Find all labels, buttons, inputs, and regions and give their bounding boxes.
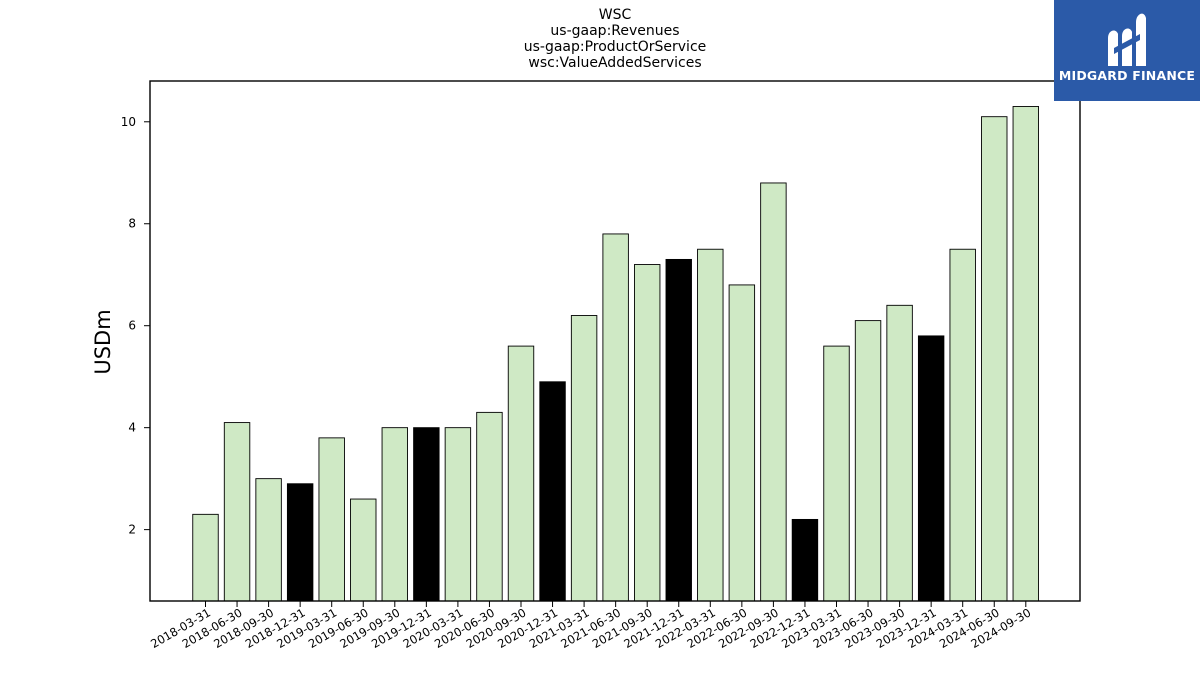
title-line-3: us-gaap:ProductOrService bbox=[523, 39, 707, 55]
bar-2018-09-30 bbox=[255, 478, 282, 602]
chart-title: WSC us-gaap:Revenues us-gaap:ProductOrSe… bbox=[0, 7, 1200, 71]
bar-2022-06-30 bbox=[728, 284, 756, 602]
bar-2019-03-31 bbox=[318, 437, 345, 602]
bar-2022-12-31 bbox=[791, 518, 819, 602]
bar-2024-09-30 bbox=[1012, 106, 1039, 602]
title-line-2: us-gaap:Revenues bbox=[550, 23, 680, 39]
bar-2021-03-31 bbox=[570, 315, 598, 602]
y-tick-label: 4 bbox=[128, 421, 136, 435]
bar-2020-03-31 bbox=[444, 427, 472, 602]
y-tick-label: 8 bbox=[128, 217, 136, 231]
bar-2019-06-30 bbox=[350, 498, 377, 602]
bar-2023-09-30 bbox=[886, 304, 913, 602]
brand-name: MIDGARD FINANCE bbox=[1058, 68, 1196, 83]
bar-2018-06-30 bbox=[223, 422, 251, 602]
y-tick-label: 2 bbox=[128, 523, 136, 537]
bar-2019-12-31 bbox=[413, 427, 440, 602]
bar-2023-12-31 bbox=[917, 335, 945, 602]
title-line-4: wsc:ValueAddedServices bbox=[528, 55, 702, 71]
y-tick-label: 6 bbox=[128, 319, 136, 333]
y-axis-label: USDm bbox=[91, 309, 115, 374]
bar-2023-06-30 bbox=[854, 320, 882, 602]
bar-2018-03-31 bbox=[192, 513, 219, 602]
bar-2024-06-30 bbox=[981, 116, 1008, 602]
bar-2020-06-30 bbox=[476, 411, 503, 602]
y-tick-label: 10 bbox=[121, 115, 136, 129]
bar-2021-09-30 bbox=[634, 264, 661, 602]
bar-2018-12-31 bbox=[286, 483, 314, 602]
bar-2020-09-30 bbox=[507, 345, 535, 602]
bar-2019-09-30 bbox=[381, 427, 408, 602]
bar-2020-12-31 bbox=[539, 381, 566, 602]
bar-2023-03-31 bbox=[823, 345, 850, 602]
bar-2021-06-30 bbox=[602, 233, 629, 602]
midgard-logo-icon bbox=[1108, 13, 1146, 66]
bars-group bbox=[192, 106, 1039, 602]
bar-2024-03-31 bbox=[949, 248, 976, 602]
bar-2022-03-31 bbox=[697, 248, 724, 602]
bar-2021-12-31 bbox=[665, 258, 692, 602]
title-line-1: WSC bbox=[598, 7, 632, 23]
x-axis: 2018-03-312018-06-302018-09-302018-12-31… bbox=[148, 601, 1033, 651]
y-axis: 2 4 6 8 10 bbox=[121, 115, 150, 537]
plot-frame bbox=[149, 80, 1081, 602]
brand-logo-box: MIDGARD FINANCE bbox=[1054, 0, 1200, 101]
bar-2022-09-30 bbox=[760, 182, 787, 602]
